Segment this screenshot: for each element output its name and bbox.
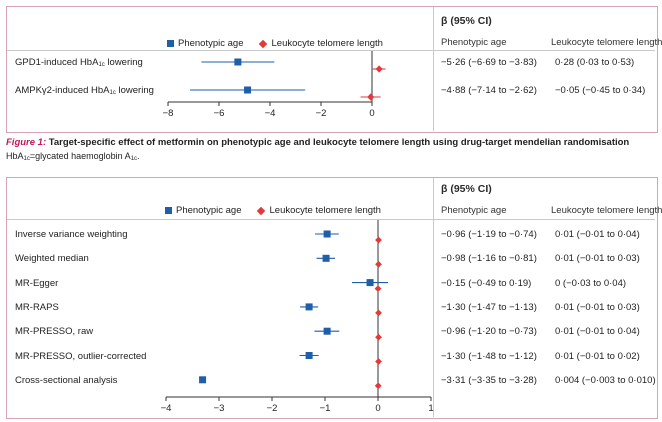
point-telomere [375,333,382,341]
value-phenotypic: −4·88 (−7·14 to −2·62) [441,85,537,96]
x-tick-label: 0 [369,108,374,119]
point-phenotypic [305,352,313,359]
value-phenotypic: −0·96 (−1·20 to −0·73) [441,326,537,338]
row-label: Cross-sectional analysis [15,374,118,386]
x-tick-label: −4 [161,403,172,414]
point-phenotypic [244,86,252,94]
point-telomere [374,285,382,292]
value-telomere: −0·05 (−0·45 to 0·34) [555,85,646,96]
legend-telomere: Leukocyte telomere length [269,205,381,216]
row-label-ampk: AMPKγ2-induced HbA1c lowering [15,85,154,96]
point-telomere [367,93,375,101]
figure-note: HbA1c=glycated haemoglobin A1c. [6,151,140,162]
row-label: Inverse variance weighting [15,229,128,240]
forest-plot-2: −4 −3 −2 −1 0 1 [161,220,434,414]
col-header-telomere: Leukocyte telomere length [551,205,662,216]
x-tick-label: −6 [214,108,225,119]
x-tick-label: −2 [267,403,278,414]
point-telomere [375,236,382,244]
value-telomere: 0 (−0·03 to 0·04) [555,277,627,289]
forest-plot-1: −8 −6 −4 −2 0 [163,51,386,119]
point-telomere [375,260,382,268]
row-label: MR-RAPS [15,301,59,313]
figure-title: Target-specific effect of metformin on p… [46,137,630,148]
col-header-telomere: Leukocyte telomere length [551,37,662,48]
x-tick-label: −8 [163,108,174,119]
x-tick-label: 1 [428,403,433,414]
value-phenotypic: −1·30 (−1·47 to −1·13) [441,301,537,313]
point-telomere [375,309,382,317]
point-phenotypic [234,58,242,66]
col-header-phenotypic: Phenotypic age [441,37,507,48]
row-label: MR-Egger [15,277,59,289]
column-separator [433,7,434,131]
point-phenotypic [323,230,331,238]
x-tick-label: −1 [320,403,331,414]
x-tick-label: −3 [214,403,225,414]
x-tick-label: 0 [375,403,380,414]
legend: Phenotypic age Leukocyte telomere length [165,205,381,216]
header-rule [7,219,655,220]
value-telomere: 0·01 (−0·01 to 0·04) [555,326,640,338]
col-header-phenotypic: Phenotypic age [441,205,507,216]
beta-header: β (95% CI) [441,15,492,27]
point-telomere [375,358,382,365]
legend: Phenotypic age Leukocyte telomere length [167,38,383,49]
point-phenotypic [199,376,207,384]
value-telomere: 0·28 (0·03 to 0·53) [555,57,635,68]
value-phenotypic: −1·30 (−1·48 to −1·12) [441,350,537,362]
value-telomere: 0·01 (−0·01 to 0·02) [555,350,640,362]
value-telomere: 0·004 (−0·003 to 0·010) [555,374,656,386]
value-telomere: 0·01 (−0·01 to 0·03) [555,301,640,313]
point-telomere [375,65,383,73]
value-phenotypic: −0·96 (−1·19 to −0·74) [441,229,537,240]
figure-caption: Figure 1: Target-specific effect of metf… [6,137,656,162]
point-phenotypic [366,279,374,287]
legend-phenotypic: Phenotypic age [176,205,242,216]
point-phenotypic [322,254,330,262]
value-telomere: 0·01 (−0·01 to 0·03) [555,253,640,265]
row-label-gpd1: GPD1-induced HbA1c lowering [15,57,143,68]
square-marker-icon [167,40,174,47]
header-rule [7,50,655,51]
legend-telomere: Leukocyte telomere length [271,38,383,49]
forest-plot-panel-2: Phenotypic age Leukocyte telomere length… [6,177,662,419]
x-tick-label: −4 [265,108,276,119]
point-telomere [374,382,382,390]
legend-phenotypic: Phenotypic age [178,38,244,49]
value-phenotypic: −0·98 (−1·16 to −0·81) [441,253,537,265]
point-phenotypic [323,327,331,335]
point-phenotypic [305,303,313,311]
square-marker-icon [165,207,172,214]
value-phenotypic: −5·26 (−6·69 to −3·83) [441,57,537,68]
column-separator [433,178,434,417]
value-phenotypic: −3·31 (−3·35 to −3·28) [441,374,537,386]
value-phenotypic: −0·15 (−0·49 to 0·19) [441,277,532,289]
row-label: MR-PRESSO, raw [15,326,94,338]
row-label: MR-PRESSO, outlier-corrected [15,350,147,362]
forest-plot-panel-1: Phenotypic age Leukocyte telomere length… [6,6,662,133]
x-tick-label: −2 [316,108,327,119]
beta-header: β (95% CI) [441,183,492,195]
value-telomere: 0·01 (−0·01 to 0·04) [555,229,640,240]
figure-label: Figure 1: [6,137,47,148]
row-label: Weighted median [15,253,89,265]
